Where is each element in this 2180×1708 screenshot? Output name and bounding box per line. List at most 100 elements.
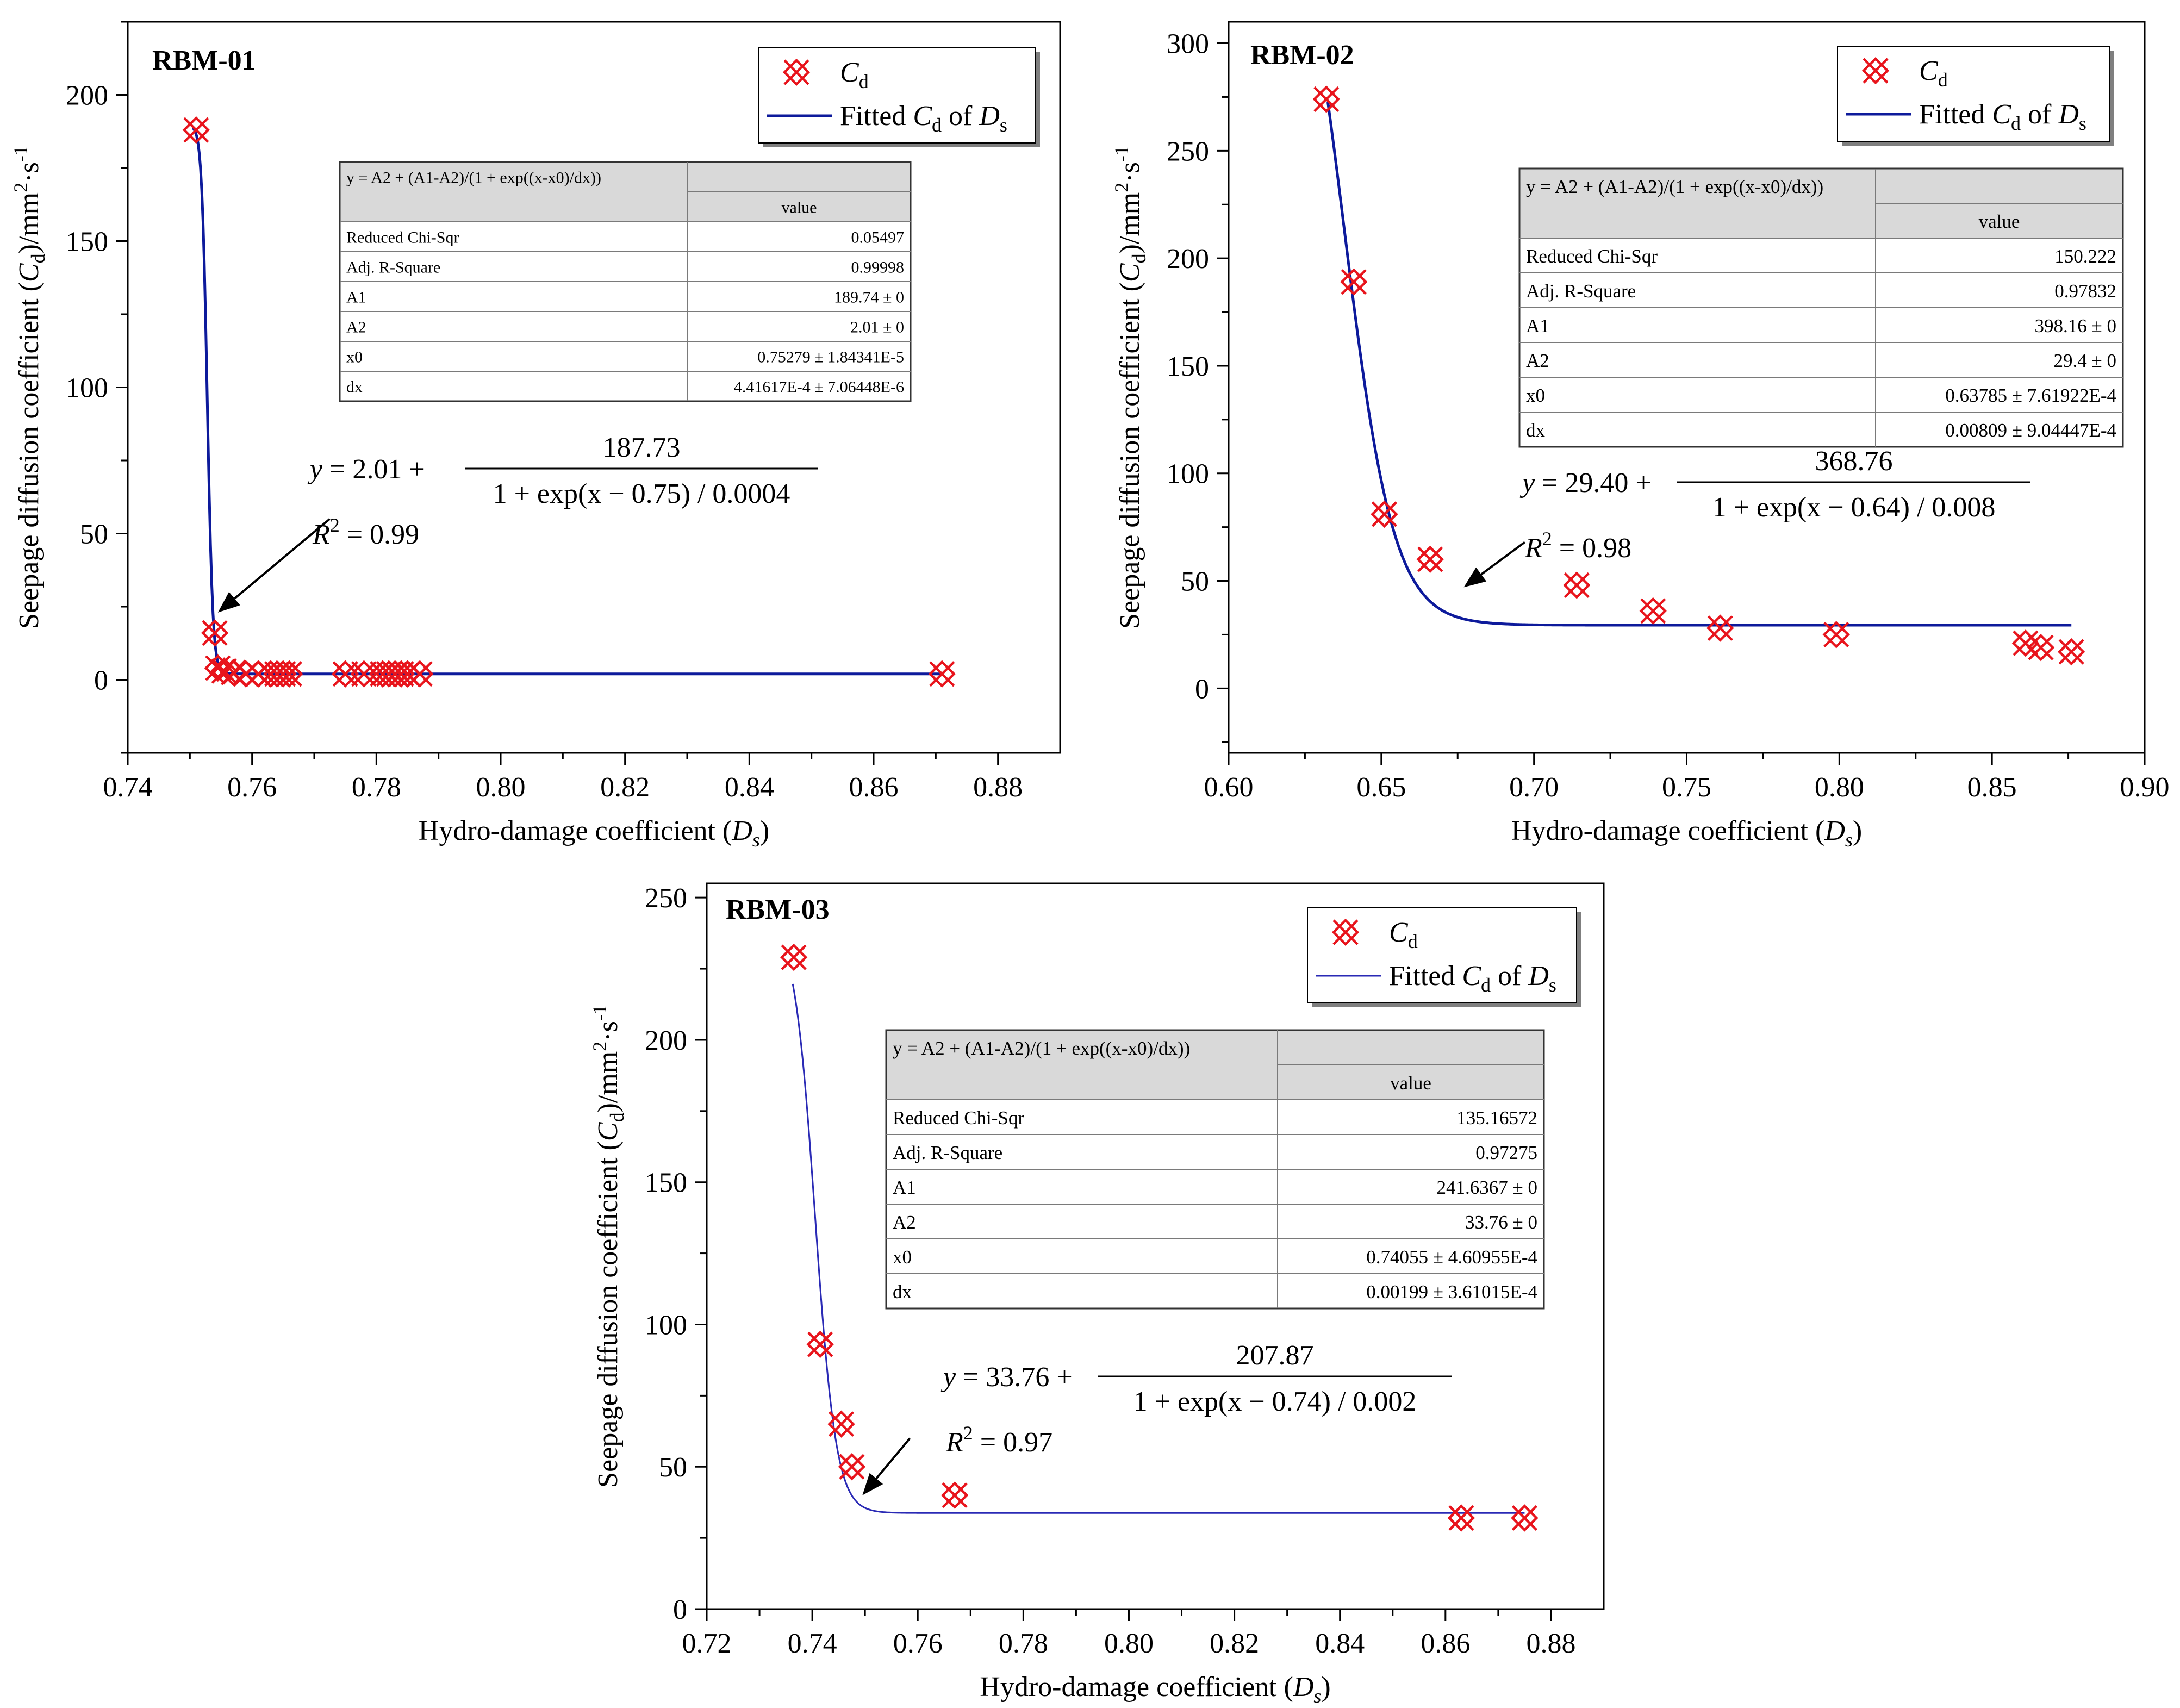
equation-r2: R2 = 0.97: [945, 1422, 1052, 1458]
arrow-head: [862, 1473, 883, 1495]
y-axis-label-text: Seepage diffusion coefficient (: [14, 282, 45, 629]
marker-stroke: [838, 1453, 866, 1481]
marker-stroke: [388, 661, 414, 687]
legend-symbol: D: [1528, 961, 1549, 992]
table-cell-name: x0: [1526, 385, 1545, 406]
table-cell-name: dx: [893, 1281, 912, 1302]
equation: y = 29.40 + 368.76 1 + exp(x − 0.64) / 0.…: [1519, 446, 2030, 564]
table-cell-name: Adj. R-Square: [893, 1142, 1002, 1163]
marker-stroke: [269, 660, 297, 688]
table-cell-name: Reduced Chi-Sqr: [893, 1107, 1024, 1129]
data-point: [350, 660, 378, 688]
equation-lhs: y = 2.01 +: [307, 454, 425, 485]
marker-stroke: [1707, 615, 1733, 641]
y-tick-label: 100: [1167, 459, 1209, 490]
x-tick-label: 0.80: [476, 772, 526, 803]
table-cell-value: 0.00199 ± 3.61015E-4: [1366, 1281, 1537, 1302]
table-cell-name: dx: [346, 378, 363, 396]
table-cell-value: 0.99998: [851, 259, 905, 277]
x-tick-label: 0.76: [227, 772, 277, 803]
data-point: [1563, 571, 1591, 599]
x-tick-label: 0.74: [788, 1628, 837, 1659]
y-axis-label-unit-tail: ·s: [14, 162, 45, 183]
equation-lhs: y = 33.76 +: [940, 1362, 1073, 1393]
table-title: y = A2 + (A1-A2)/(1 + exp((x-x0)/dx)): [893, 1038, 1190, 1059]
equation-lhs-text: = 33.76 +: [956, 1362, 1073, 1393]
x-tick-label: 0.76: [893, 1628, 943, 1659]
equation-r2: R2 = 0.99: [312, 514, 419, 550]
y-tick-label: 250: [1167, 136, 1209, 167]
table-cell-value: 0.05497: [851, 229, 905, 247]
x-tick-label: 0.65: [1356, 772, 1406, 803]
marker-stroke: [780, 943, 808, 971]
marker-stroke: [1313, 86, 1340, 113]
marker-stroke: [182, 116, 210, 144]
data-point: [1371, 500, 1398, 528]
x-tick-label: 0.86: [1421, 1628, 1470, 1659]
table-cell-value: 33.76 ± 0: [1465, 1212, 1537, 1233]
data-point: [1706, 614, 1734, 642]
legend-label-cd: Cd: [840, 57, 869, 92]
table-cell-value: 4.41617E-4 ± 7.06448E-6: [734, 378, 904, 396]
marker-stroke: [2058, 638, 2085, 666]
marker-stroke: [782, 58, 811, 86]
legend-text: of: [942, 101, 979, 132]
table-cell-name: Reduced Chi-Sqr: [346, 229, 459, 247]
marker-stroke: [202, 620, 228, 646]
chart-panel-2: 0.60 0.65 0.70 0.75 0.80 0.85 0.90 0 50 100 150 200…: [1111, 21, 2170, 851]
legend-subscript: s: [1000, 114, 1007, 136]
marker-stroke: [332, 661, 358, 687]
marker-stroke: [276, 661, 302, 687]
data-point: [2027, 633, 2055, 662]
marker-stroke: [1371, 500, 1398, 528]
equation-y: y: [307, 454, 323, 485]
equation-numerator: 368.76: [1815, 446, 1893, 477]
marker-stroke: [351, 661, 377, 687]
legend-box: [1307, 907, 1577, 1003]
table-cell-name: A2: [346, 319, 366, 336]
panel-label: RBM-03: [726, 894, 830, 925]
x-axis-label-close: ): [1321, 1672, 1330, 1703]
arrow-head: [1463, 567, 1487, 588]
legend-symbol: C: [913, 101, 932, 132]
marker-stroke: [781, 944, 807, 970]
y-tick-label: 150: [645, 1168, 687, 1199]
data-point: [276, 660, 303, 688]
y-tick-label: 50: [80, 519, 108, 550]
x-tick-label: 0.82: [1210, 1628, 1259, 1659]
marker-stroke: [1564, 572, 1590, 599]
fit-curve: [1326, 102, 2072, 627]
table-cell-name: x0: [893, 1246, 912, 1268]
y-axis-label-unit-tail: ·s: [593, 1021, 624, 1042]
x-tick-label: 0.72: [682, 1628, 732, 1659]
marker-stroke: [1447, 1504, 1475, 1532]
legend-subscript: d: [859, 71, 869, 92]
fit-table: y = A2 + (A1-A2)/(1 + exp((x-x0)/dx)) val…: [885, 1029, 1545, 1310]
y-tick-label: 200: [645, 1025, 687, 1056]
marker-stroke: [406, 660, 434, 688]
marker-stroke: [806, 1330, 834, 1358]
marker-stroke: [1511, 1504, 1539, 1532]
data-point: [1822, 621, 1850, 649]
table-cell-name: Adj. R-Square: [1526, 280, 1636, 302]
y-tick-label: 100: [66, 373, 108, 404]
marker-stroke: [929, 661, 955, 687]
table-cell-value: 0.75279 ± 1.84341E-5: [757, 348, 904, 366]
data-point: [1416, 545, 1444, 574]
table-cell-value: 29.4 ± 0: [2054, 350, 2116, 371]
legend-subscript: s: [1549, 974, 1556, 996]
y-axis-label-symbol: C: [14, 263, 45, 282]
y-axis-label-symbol: C: [1114, 263, 1145, 282]
marker-stroke: [1332, 919, 1359, 945]
legend-marker: [1331, 918, 1360, 946]
table-cell-value: 189.74 ± 0: [834, 289, 904, 307]
marker-stroke: [387, 660, 415, 688]
y-axis-label-sup: -1: [589, 1005, 611, 1021]
data-point: [406, 660, 434, 688]
y-tick-label: 200: [1167, 244, 1209, 275]
marker-stroke: [1640, 598, 1666, 624]
marker-stroke: [183, 117, 209, 143]
table-title: y = A2 + (A1-A2)/(1 + exp((x-x0)/dx)): [346, 169, 601, 187]
arrow-shaft: [875, 1437, 911, 1480]
